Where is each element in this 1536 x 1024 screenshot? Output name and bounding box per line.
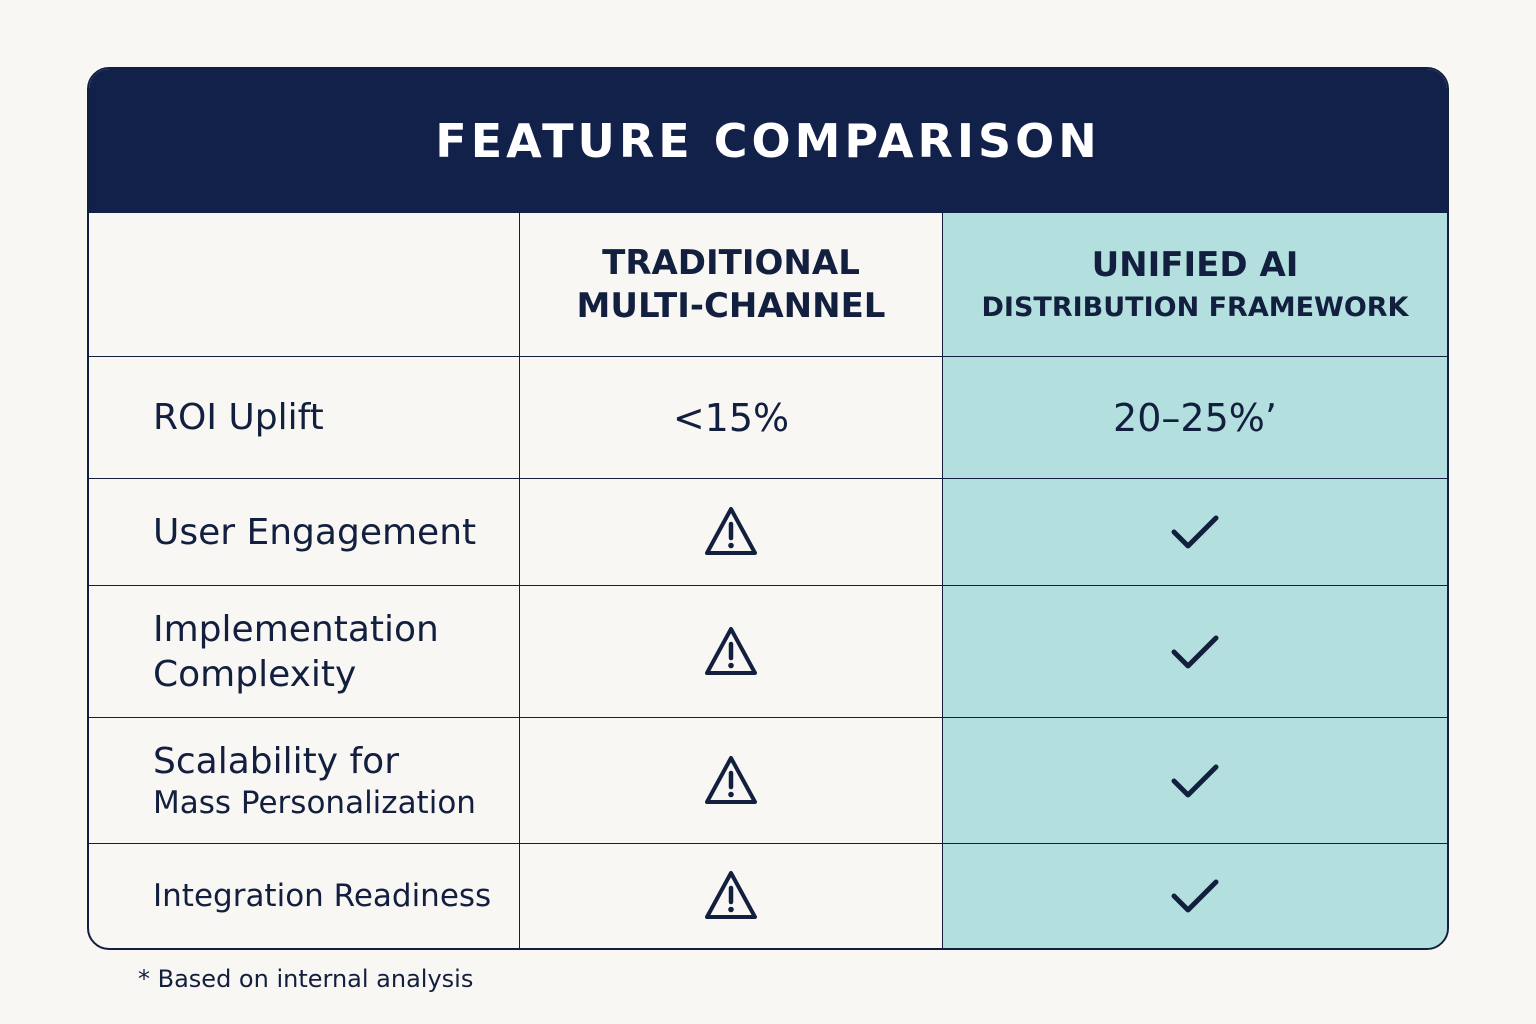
cell-unified-roi: 20–25%’ — [943, 357, 1447, 479]
check-icon — [1170, 632, 1220, 672]
row-label-implementation-complexity: Implementation Complexity — [89, 586, 520, 718]
column-header-traditional-line1: TRADITIONAL — [602, 243, 860, 283]
cell-traditional-roi: <15% — [520, 357, 943, 479]
cell-traditional-scalability — [520, 718, 943, 844]
column-header-traditional-line2: MULTI-CHANNEL — [576, 285, 886, 326]
column-header-unified: UNIFIED AI DISTRIBUTION FRAMEWORK — [943, 213, 1447, 357]
column-header-traditional: TRADITIONAL MULTI-CHANNEL — [520, 213, 943, 357]
check-icon — [1170, 512, 1220, 552]
warning-icon — [703, 754, 759, 808]
row-label-text: Integration Readiness — [153, 877, 492, 914]
row-label-line2: Complexity — [153, 653, 357, 695]
empty-corner-cell — [89, 213, 520, 357]
footnote: * Based on internal analysis — [138, 965, 474, 993]
row-label-line1: Implementation — [153, 608, 439, 650]
cell-traditional-complexity — [520, 586, 943, 718]
row-label-roi-uplift: ROI Uplift — [89, 357, 520, 479]
check-icon — [1170, 761, 1220, 801]
cell-unified-integration — [943, 844, 1447, 948]
cell-traditional-engagement — [520, 479, 943, 586]
row-label-line1: Scalability for — [153, 740, 399, 782]
row-label-text: User Engagement — [153, 511, 477, 553]
cell-unified-scalability — [943, 718, 1447, 844]
column-header-unified-line1: UNIFIED AI — [1091, 245, 1299, 286]
warning-icon — [703, 869, 759, 923]
value-unified-roi: 20–25%’ — [1113, 395, 1277, 440]
cell-unified-engagement — [943, 479, 1447, 586]
check-icon — [1170, 876, 1220, 916]
row-label-integration-readiness: Integration Readiness — [89, 844, 520, 948]
column-header-unified-line2: DISTRIBUTION FRAMEWORK — [981, 291, 1409, 323]
row-label-text: ROI Uplift — [153, 397, 324, 438]
row-label-line2: Mass Personalization — [153, 784, 476, 821]
table-header: FEATURE COMPARISON — [89, 69, 1447, 213]
cell-unified-complexity — [943, 586, 1447, 718]
warning-icon — [703, 625, 759, 679]
row-label-scalability: Scalability for Mass Personalization — [89, 718, 520, 844]
cell-traditional-integration — [520, 844, 943, 948]
comparison-grid: TRADITIONAL MULTI-CHANNEL UNIFIED AI DIS… — [89, 213, 1447, 948]
warning-icon — [703, 505, 759, 559]
row-label-user-engagement: User Engagement — [89, 479, 520, 586]
page-title: FEATURE COMPARISON — [435, 114, 1101, 168]
value-traditional-roi: <15% — [672, 395, 790, 440]
comparison-table-card: FEATURE COMPARISON TRADITIONAL MULTI-CHA… — [87, 67, 1449, 950]
